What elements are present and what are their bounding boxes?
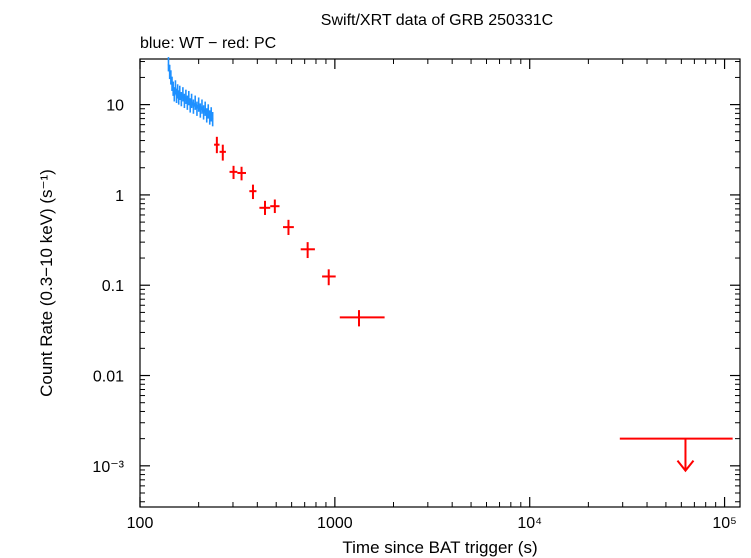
y-tick-label: 1 bbox=[115, 188, 124, 205]
pc-data-point bbox=[270, 199, 280, 214]
pc-data-point bbox=[283, 219, 294, 235]
x-tick-label: 10⁴ bbox=[517, 515, 542, 532]
chart-subtitle: blue: WT − red: PC bbox=[140, 35, 276, 52]
pc-data-point bbox=[339, 310, 385, 327]
y-axis-label: Count Rate (0.3−10 keV) (s⁻¹) bbox=[37, 169, 56, 397]
pc-data-point bbox=[259, 200, 271, 215]
pc-data-point bbox=[237, 166, 247, 181]
wt-series bbox=[167, 57, 214, 127]
y-axis-ticks: 10 1 0.1 0.01 10⁻³ bbox=[92, 98, 740, 476]
y-tick-label: 0.01 bbox=[93, 369, 124, 386]
y-tick-label: 0.1 bbox=[102, 278, 124, 295]
x-axis-label: Time since BAT trigger (s) bbox=[342, 538, 537, 557]
pc-series bbox=[214, 136, 385, 327]
pc-upper-limit bbox=[619, 437, 733, 473]
upper-limit-series bbox=[619, 437, 733, 473]
pc-data-point bbox=[300, 242, 315, 259]
pc-data-point bbox=[229, 165, 238, 180]
y-tick-label: 10 bbox=[106, 98, 124, 115]
x-tick-label: 1000 bbox=[317, 515, 353, 532]
pc-data-point bbox=[214, 136, 220, 154]
y-tick-label: 10⁻³ bbox=[92, 459, 124, 476]
x-tick-label: 100 bbox=[127, 515, 154, 532]
x-tick-label: 10⁵ bbox=[712, 515, 736, 532]
minor-ticks bbox=[140, 59, 740, 507]
x-axis-ticks: 100 1000 10⁴ 10⁵ bbox=[127, 59, 737, 532]
pc-data-point bbox=[219, 144, 226, 161]
chart-title: Swift/XRT data of GRB 250331C bbox=[321, 12, 553, 29]
pc-data-point bbox=[322, 269, 336, 286]
upper-limit-arrow bbox=[676, 460, 695, 473]
pc-data-point bbox=[249, 184, 257, 200]
plot-frame bbox=[139, 58, 741, 508]
